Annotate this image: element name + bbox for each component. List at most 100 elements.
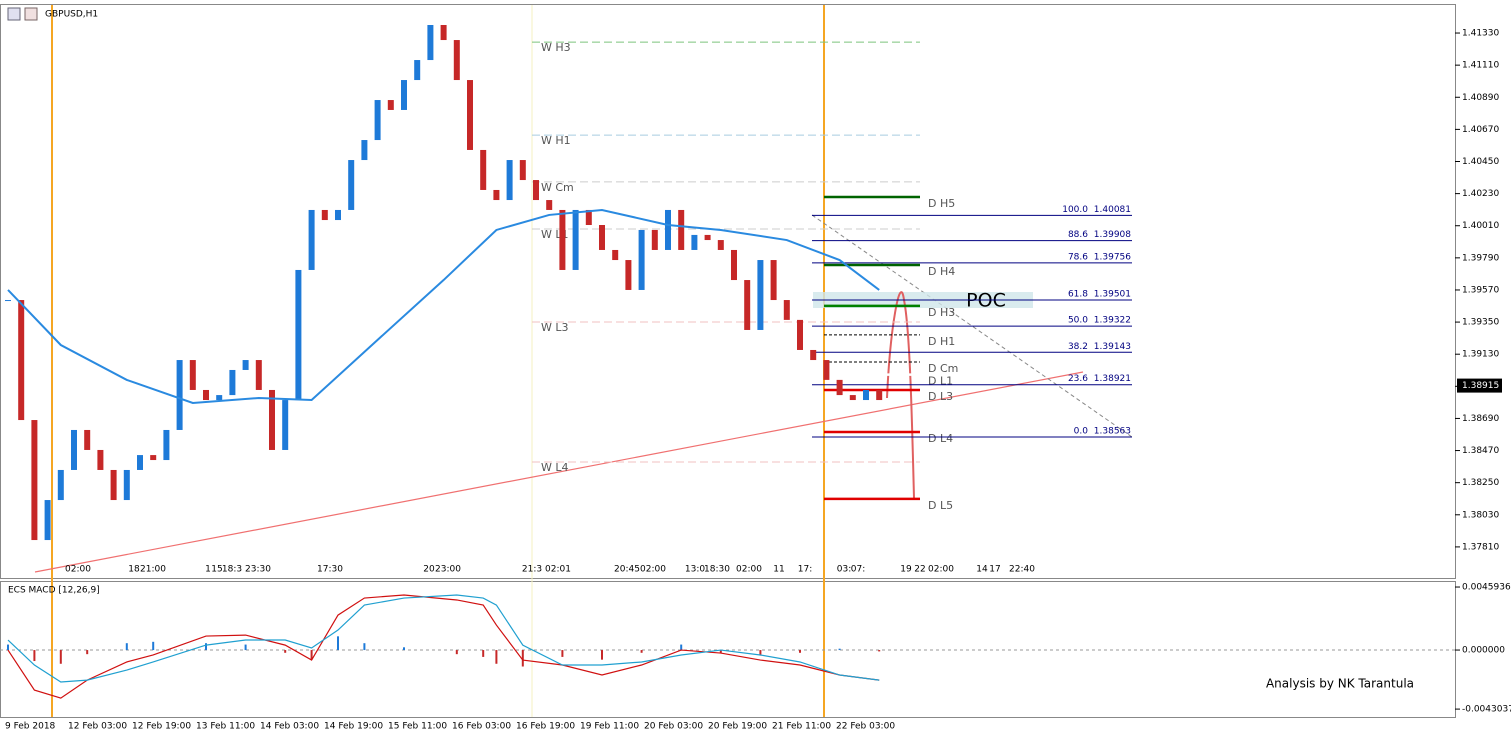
session-label: 02:00: [640, 565, 666, 575]
y-tick-label: 0.0045936: [1462, 583, 1511, 593]
time-label: 13 Feb 11:00: [196, 722, 255, 732]
candle: [282, 400, 289, 450]
histogram-bar: [337, 636, 339, 651]
session-label: 21:00: [140, 565, 166, 575]
histogram-bar: [152, 641, 155, 651]
candle: [110, 469, 117, 501]
candle: [348, 160, 355, 210]
candle: [599, 225, 605, 250]
candle: [97, 449, 104, 470]
candle: [18, 300, 25, 421]
session-label: 1: [205, 565, 211, 575]
time-label: 16 Feb 03:00: [452, 722, 511, 732]
y-tick-label: 1.37810: [1462, 542, 1499, 552]
candle: [731, 249, 737, 281]
histogram-bar: [455, 650, 458, 655]
candle: [453, 40, 460, 81]
fib-level-label: 23.6: [1068, 374, 1088, 384]
candle: [612, 249, 619, 261]
candle: [651, 229, 658, 250]
histogram-bar: [521, 650, 524, 667]
candle: [216, 395, 223, 401]
daily-pivot-label: D H1: [928, 335, 955, 348]
y-tick-label: 1.40230: [1462, 189, 1499, 199]
candle: [176, 360, 183, 430]
candle: [427, 25, 434, 61]
weekly-pivot-label: W Cm: [541, 181, 574, 194]
fib-price-label: 1.38921: [1094, 374, 1131, 384]
session-label: 22: [914, 565, 925, 575]
daily-pivot-label: D L4: [928, 432, 953, 445]
candle: [189, 360, 196, 390]
candle: [308, 209, 315, 270]
moving-average: [7, 208, 880, 404]
histogram-bar: [125, 643, 128, 651]
candle: [533, 180, 539, 201]
candle: [717, 240, 724, 250]
histogram-bar: [680, 644, 683, 651]
candle: [770, 260, 777, 301]
candle: [836, 379, 843, 396]
candle: [295, 269, 302, 401]
fib-price-label: 1.39908: [1094, 230, 1131, 240]
candle: [31, 420, 38, 541]
histogram-bar: [59, 650, 62, 664]
fib-trend: [811, 214, 1133, 438]
price-panel: [0, 4, 1456, 579]
session-label: 18:30: [704, 565, 730, 575]
candle: [163, 429, 170, 461]
session-label: 17: [989, 565, 1000, 575]
session-label: 21:3: [522, 565, 542, 575]
candle: [203, 389, 209, 401]
candle: [876, 389, 883, 401]
session-label: 15: [211, 565, 222, 575]
candle: [71, 429, 77, 470]
histogram-bar: [601, 650, 603, 660]
time-label: 15 Feb 11:00: [388, 722, 447, 732]
candle: [255, 360, 262, 390]
candle: [150, 455, 157, 461]
candle: [137, 455, 143, 470]
time-label: 20 Feb 19:00: [708, 722, 767, 732]
macd-line: [7, 594, 880, 699]
histogram-bar: [640, 650, 643, 653]
candle: [480, 149, 487, 190]
candle: [572, 209, 579, 270]
fib-price-label: 1.39322: [1094, 316, 1131, 326]
histogram-bar: [561, 650, 564, 657]
session-label: 23:30: [245, 565, 271, 575]
candle: [493, 189, 500, 201]
histogram-bar: [7, 644, 9, 651]
candle: [849, 395, 856, 401]
histogram-bar: [33, 650, 36, 662]
fib-price-label: 1.40081: [1094, 205, 1131, 215]
session-label: 20:45: [614, 565, 640, 575]
y-tick-label: 1.38250: [1462, 478, 1499, 488]
time-label: 20 Feb 03:00: [644, 722, 703, 732]
histogram-bar: [495, 650, 498, 664]
candle: [269, 389, 275, 450]
chart-icon: [24, 7, 38, 21]
candle: [44, 500, 51, 541]
candle: [691, 234, 698, 250]
y-tick-label: 0.000000: [1462, 646, 1505, 656]
histogram-bar: [244, 644, 247, 651]
fib-level-label: 50.0: [1068, 316, 1088, 326]
y-tick-label: 1.38470: [1462, 446, 1499, 456]
time-label: 19 Feb 11:00: [580, 722, 639, 732]
candle: [783, 300, 790, 320]
candle: [467, 80, 473, 150]
histogram-bar: [363, 643, 366, 651]
time-label: 12 Feb 03:00: [68, 722, 127, 732]
session-label: 03:: [837, 565, 851, 575]
symbol-title: GBPUSD,H1: [45, 10, 98, 20]
session-label: 13:0: [685, 565, 705, 575]
fib-level-label: 61.8: [1068, 290, 1088, 300]
candle: [625, 260, 632, 290]
candle: [374, 100, 381, 141]
candle: [57, 469, 64, 501]
fib-level-label: 100.0: [1062, 205, 1088, 215]
macd-title: ECS MACD [12,26,9]: [8, 586, 100, 596]
session-label: 22:40: [1009, 565, 1035, 575]
